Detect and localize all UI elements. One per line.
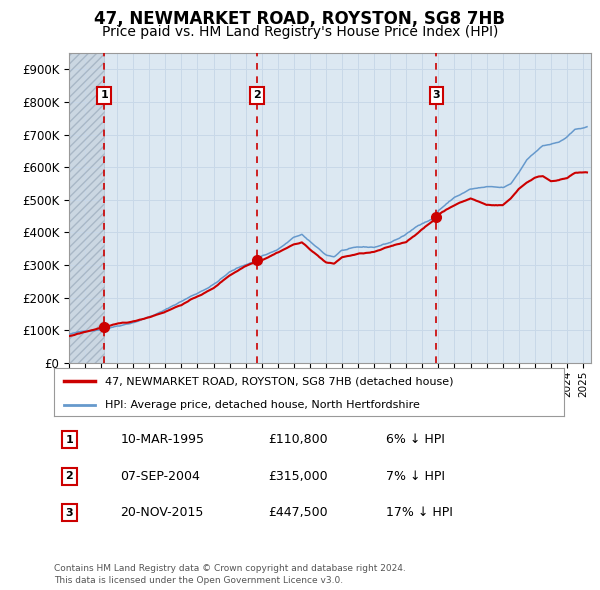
47, NEWMARKET ROAD, ROYSTON, SG8 7HB (detached house) (582, 169, 589, 176)
47, NEWMARKET ROAD, ROYSTON, SG8 7HB (detached house) (65, 333, 73, 340)
47, NEWMARKET ROAD, ROYSTON, SG8 7HB (detached house) (319, 255, 326, 263)
47, NEWMARKET ROAD, ROYSTON, SG8 7HB (detached house) (530, 175, 537, 182)
Text: £315,000: £315,000 (268, 470, 328, 483)
HPI: Average price, detached house, North Hertfordshire: (1.99e+03, 8.8e+04): Average price, detached house, North Her… (65, 330, 73, 337)
Text: Price paid vs. HM Land Registry's House Price Index (HPI): Price paid vs. HM Land Registry's House … (102, 25, 498, 40)
Text: 17% ↓ HPI: 17% ↓ HPI (386, 506, 452, 519)
Bar (69, 53, 104, 363)
Bar (69, 53, 104, 363)
Text: 20-NOV-2015: 20-NOV-2015 (120, 506, 203, 519)
HPI: Average price, detached house, North Hertfordshire: (2.01e+03, 3.79e+05): Average price, detached house, North Her… (304, 236, 311, 243)
Line: HPI: Average price, detached house, North Hertfordshire: HPI: Average price, detached house, Nort… (69, 127, 587, 334)
HPI: Average price, detached house, North Hertfordshire: (2.02e+03, 6.56e+05): Average price, detached house, North Her… (535, 146, 542, 153)
Text: Contains HM Land Registry data © Crown copyright and database right 2024.
This d: Contains HM Land Registry data © Crown c… (54, 564, 406, 585)
47, NEWMARKET ROAD, ROYSTON, SG8 7HB (detached house) (304, 243, 311, 250)
HPI: Average price, detached house, North Hertfordshire: (2e+03, 2.08e+05): Average price, detached house, North Her… (190, 291, 197, 299)
Text: HPI: Average price, detached house, North Hertfordshire: HPI: Average price, detached house, Nort… (105, 400, 420, 410)
Text: 47, NEWMARKET ROAD, ROYSTON, SG8 7HB (detached house): 47, NEWMARKET ROAD, ROYSTON, SG8 7HB (de… (105, 376, 454, 386)
Text: 1: 1 (65, 435, 73, 444)
Text: 2: 2 (253, 90, 260, 100)
Text: 1: 1 (100, 90, 108, 100)
HPI: Average price, detached house, North Hertfordshire: (2.03e+03, 7.24e+05): Average price, detached house, North Her… (583, 123, 590, 130)
Text: 3: 3 (65, 508, 73, 517)
Text: 3: 3 (433, 90, 440, 100)
Text: 10-MAR-1995: 10-MAR-1995 (120, 433, 204, 446)
HPI: Average price, detached house, North Hertfordshire: (2.01e+03, 3.41e+05): Average price, detached house, North Her… (319, 248, 326, 255)
Text: £110,800: £110,800 (268, 433, 328, 446)
47, NEWMARKET ROAD, ROYSTON, SG8 7HB (detached house) (583, 169, 590, 176)
Text: 6% ↓ HPI: 6% ↓ HPI (386, 433, 445, 446)
Text: 47, NEWMARKET ROAD, ROYSTON, SG8 7HB: 47, NEWMARKET ROAD, ROYSTON, SG8 7HB (95, 10, 505, 28)
Line: 47, NEWMARKET ROAD, ROYSTON, SG8 7HB (detached house): 47, NEWMARKET ROAD, ROYSTON, SG8 7HB (de… (69, 172, 587, 336)
47, NEWMARKET ROAD, ROYSTON, SG8 7HB (detached house) (190, 294, 197, 301)
Text: 2: 2 (65, 471, 73, 481)
Text: £447,500: £447,500 (268, 506, 328, 519)
Text: 07-SEP-2004: 07-SEP-2004 (120, 470, 200, 483)
47, NEWMARKET ROAD, ROYSTON, SG8 7HB (detached house) (535, 173, 542, 180)
47, NEWMARKET ROAD, ROYSTON, SG8 7HB (detached house) (316, 254, 323, 261)
HPI: Average price, detached house, North Hertfordshire: (2.01e+03, 3.49e+05): Average price, detached house, North Her… (316, 245, 323, 253)
Text: 7% ↓ HPI: 7% ↓ HPI (386, 470, 445, 483)
HPI: Average price, detached house, North Hertfordshire: (2.02e+03, 6.41e+05): Average price, detached house, North Her… (530, 150, 537, 158)
